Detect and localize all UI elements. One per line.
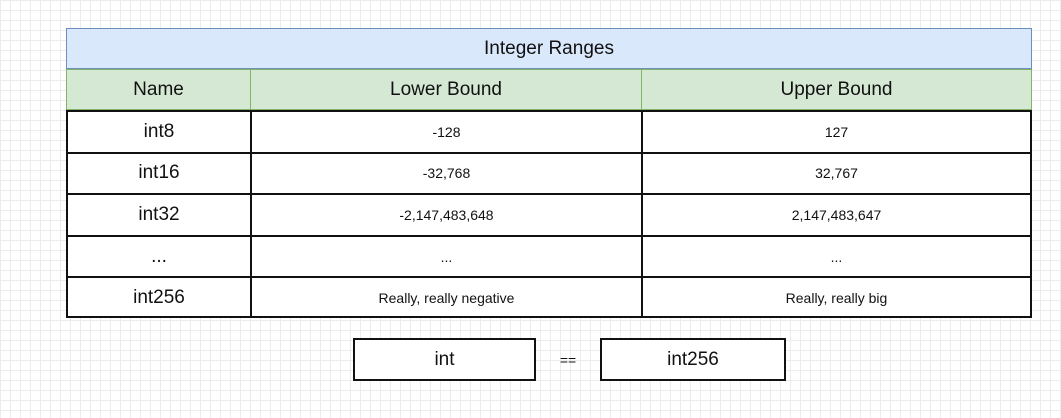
header-lower-bound: Lower Bound [251,70,642,109]
cell-lower-bound: -2,147,483,648 [252,195,643,235]
table-row-int8: int8 -128 127 [68,110,1030,152]
cell-upper-bound: 2,147,483,647 [791,206,882,223]
cell-name: int32 [68,195,252,235]
header-name: Name [67,70,251,109]
table-body: int8 -128 127 int16 -32,768 32,767 int32… [66,110,1032,318]
table-header-row: Name Lower Bound Upper Bound [66,69,1032,110]
cell-upper-bound: 32,767 [815,165,858,182]
cell-name: ... [68,236,252,277]
cell-upper-bound: ... [830,248,843,265]
cell-name: int256 [68,278,252,318]
int256-type-box: int256 [600,338,786,381]
int-type-box: int [353,338,536,381]
integer-ranges-table: Integer Ranges Name Lower Bound Upper Bo… [66,28,1032,318]
cell-upper-bound: Really, really big [785,290,888,307]
cell-lower-bound: -32,768 [252,153,643,194]
table-title: Integer Ranges [66,28,1032,69]
cell-lower-bound: ... [252,236,643,277]
table-row-int32: int32 -2,147,483,648 2,147,483,647 [68,193,1030,235]
cell-name: int8 [68,112,252,152]
cell-name: int16 [68,153,252,194]
header-upper-bound: Upper Bound [780,78,893,100]
table-row-ellipsis: ... ... ... [68,234,1030,277]
table-row-int16: int16 -32,768 32,767 [68,151,1030,194]
cell-lower-bound: -128 [252,112,643,152]
table-row-int256: int256 Really, really negative Really, r… [68,276,1030,318]
cell-upper-bound: 127 [824,123,849,140]
cell-lower-bound: Really, really negative [252,278,643,318]
equality-operator: == [559,352,577,368]
